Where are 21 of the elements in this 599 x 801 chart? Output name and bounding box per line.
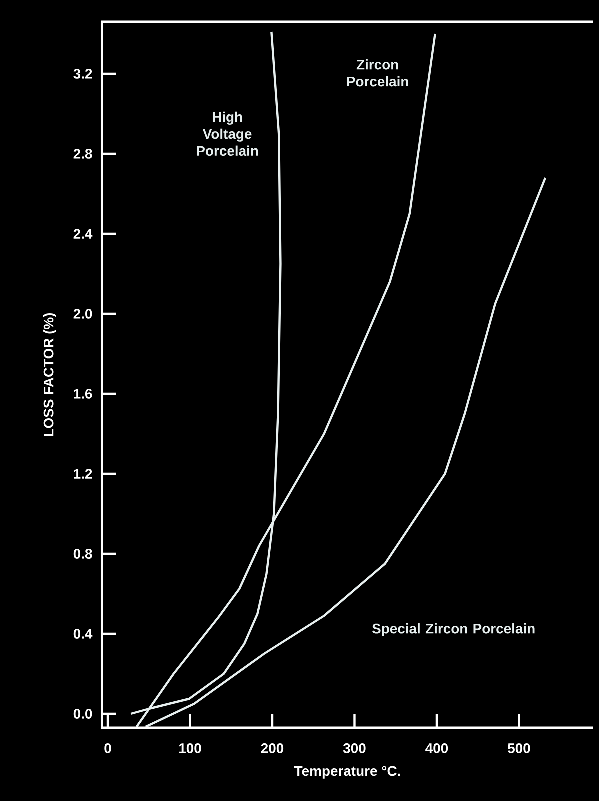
- x-tick-label: 400: [426, 744, 448, 754]
- y-tick-label: 2.4: [74, 229, 93, 239]
- y-tick-label: 0.4: [74, 629, 93, 639]
- line-series: [144, 176, 547, 728]
- y-tick-label: 0.8: [74, 549, 92, 559]
- y-tick-label: 0.0: [74, 709, 92, 719]
- x-tick-label: 0: [104, 744, 112, 754]
- y-tick-label: 2.0: [74, 309, 92, 319]
- series-label: Zircon Porcelain: [347, 60, 408, 87]
- y-axis-title: LOSS FACTOR (%): [43, 313, 56, 436]
- x-axis-title: Temperature °C.: [294, 766, 400, 779]
- y-tick-label: 1.6: [74, 389, 92, 399]
- x-tick-label: 300: [343, 744, 366, 754]
- text: Special Zircon Porcelain: [372, 624, 535, 637]
- y-tick-label: 1.2: [74, 469, 92, 479]
- y-tick-label: 2.8: [74, 149, 92, 159]
- series-label: High Voltage Porcelain: [197, 112, 258, 156]
- y-tick-label: 3.2: [74, 69, 92, 79]
- x-tick-label: 100: [179, 744, 202, 754]
- x-tick-label: 500: [508, 744, 530, 754]
- x-tick-label: 200: [261, 744, 284, 754]
